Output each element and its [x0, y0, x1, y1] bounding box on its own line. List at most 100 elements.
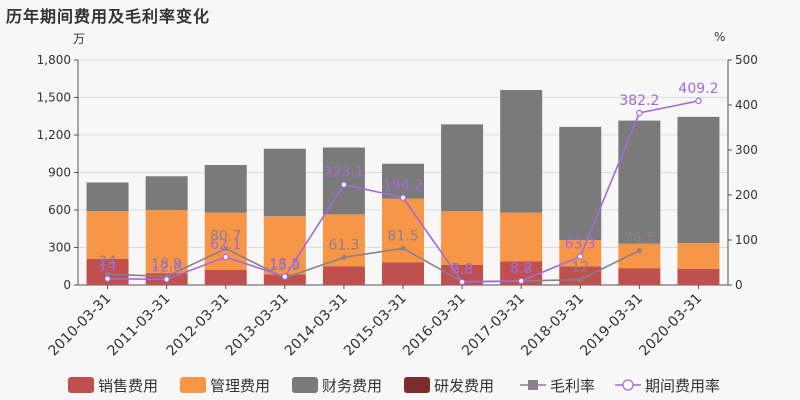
bar-财务费用: [263, 148, 306, 217]
bar-财务费用: [559, 126, 602, 240]
data-label-期间费用率: 18.5: [269, 257, 300, 273]
legend-swatch-管理费用: [180, 377, 206, 393]
data-label-期间费用率: 62.1: [210, 237, 241, 253]
point-毛利率: [105, 272, 110, 277]
point-毛利率: [223, 246, 228, 251]
bar-财务费用: [145, 176, 188, 210]
x-tick-label: 2019-03-31: [577, 291, 646, 360]
x-tick-label: 2016-03-31: [400, 291, 469, 360]
point-期间费用率: [695, 97, 702, 105]
line-毛利率: [107, 247, 640, 283]
bar-销售费用: [677, 268, 720, 285]
x-tick-label: 2010-03-31: [46, 291, 115, 360]
bar-财务费用: [677, 116, 720, 244]
left-axis-unit: 万: [73, 32, 86, 46]
right-axis-unit: %: [714, 30, 726, 44]
data-label-期间费用率: 223.1: [324, 165, 364, 181]
legend-label-研发费用: 研发费用: [434, 377, 494, 395]
y-left-tick-label: 1,500: [37, 91, 71, 105]
y-right-tick-label: 0: [735, 278, 743, 292]
point-毛利率: [578, 277, 583, 282]
legend-swatch-财务费用: [292, 377, 318, 393]
point-期间费用率: [163, 276, 170, 283]
data-label-毛利率: 15.9: [269, 258, 300, 274]
x-tick-label: 2012-03-31: [164, 291, 233, 360]
data-label-毛利率: 8.7: [510, 261, 532, 277]
bar-销售费用: [382, 262, 424, 285]
y-right-tick-label: 100: [735, 233, 758, 247]
data-label-毛利率: 24: [99, 254, 117, 270]
data-label-期间费用率: 382.2: [619, 93, 659, 109]
point-期间费用率: [281, 273, 289, 280]
point-期间费用率: [458, 278, 466, 286]
bar-销售费用: [441, 265, 484, 285]
bar-财务费用: [86, 182, 129, 212]
legend-label-管理费用: 管理费用: [210, 377, 270, 395]
point-期间费用率: [222, 253, 229, 261]
data-label-期间费用率: 12.6: [151, 259, 182, 275]
bar-财务费用: [618, 120, 661, 244]
data-label-期间费用率: 63.3: [565, 237, 596, 253]
point-毛利率: [400, 246, 406, 251]
bar-销售费用: [204, 270, 247, 285]
y-right-tick-label: 400: [735, 98, 758, 112]
bar-销售费用: [322, 266, 365, 285]
point-期间费用率: [636, 109, 643, 117]
y-left-tick-label: 900: [48, 166, 71, 180]
bar-管理费用: [204, 212, 247, 270]
data-label-期间费用率: 6.8: [451, 262, 473, 278]
legend-label-销售费用: 销售费用: [98, 377, 158, 395]
bar-财务费用: [441, 124, 484, 212]
bar-管理费用: [441, 211, 484, 265]
legend-label-财务费用: 财务费用: [322, 377, 382, 395]
bar-财务费用: [500, 90, 543, 213]
y-left-tick-label: 1,200: [37, 128, 71, 142]
bar-财务费用: [382, 163, 424, 199]
bar-销售费用: [618, 268, 661, 285]
x-tick-label: 2018-03-31: [518, 291, 587, 360]
legend-swatch-研发费用: [404, 377, 430, 393]
x-tick-label: 2011-03-31: [105, 291, 174, 360]
data-label-期间费用率: 8.8: [510, 261, 532, 277]
data-label-毛利率: 76.5: [624, 231, 655, 247]
bar-管理费用: [500, 212, 543, 262]
point-毛利率: [637, 248, 642, 253]
y-left-tick-label: 300: [48, 241, 71, 255]
point-期间费用率: [399, 194, 407, 201]
legend-swatch-销售费用: [68, 377, 94, 393]
point-毛利率: [341, 255, 347, 260]
data-label-期间费用率: 409.2: [678, 81, 718, 97]
point-期间费用率: [577, 253, 584, 260]
legend-marker-期间费用率: [622, 379, 634, 391]
data-label-期间费用率: 14: [99, 259, 117, 275]
legend-label-毛利率: 毛利率: [550, 377, 595, 395]
point-期间费用率: [517, 277, 525, 285]
y-left-tick-label: 0: [63, 278, 71, 292]
bar-销售费用: [500, 261, 543, 285]
x-tick-label: 2020-03-31: [636, 291, 705, 360]
data-label-毛利率: 61.3: [328, 237, 359, 253]
y-left-tick-label: 600: [48, 203, 71, 217]
bar-财务费用: [322, 147, 365, 215]
data-label-期间费用率: 194.2: [383, 178, 423, 194]
bar-管理费用: [382, 198, 424, 263]
y-left-tick-label: 1,800: [37, 53, 71, 67]
x-tick-label: 2017-03-31: [459, 291, 528, 360]
x-tick-label: 2015-03-31: [341, 291, 410, 360]
point-期间费用率: [340, 181, 348, 188]
bar-管理费用: [618, 243, 661, 269]
y-right-tick-label: 500: [735, 53, 758, 67]
bar-管理费用: [145, 210, 188, 274]
point-期间费用率: [104, 275, 111, 282]
bar-管理费用: [263, 216, 306, 275]
y-right-tick-label: 300: [735, 143, 758, 157]
chart-title: 历年期间费用及毛利率变化: [6, 7, 211, 26]
bar-管理费用: [677, 243, 720, 269]
data-label-毛利率: 12: [571, 260, 589, 276]
legend-marker-毛利率: [528, 380, 538, 390]
data-label-毛利率: 80.7: [210, 229, 241, 245]
x-tick-label: 2014-03-31: [282, 291, 351, 360]
y-right-tick-label: 200: [735, 188, 758, 202]
